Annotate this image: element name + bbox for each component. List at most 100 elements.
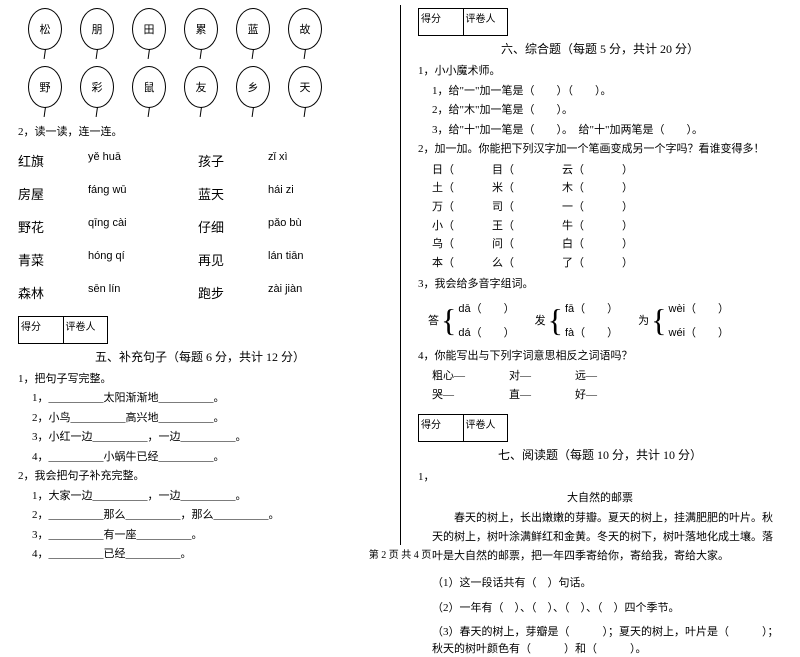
q6-1: 1，小小魔术师。 [418, 63, 782, 80]
balloon: 鼠 [132, 66, 166, 108]
match-cn: 孩子 [198, 151, 268, 170]
balloon: 累 [184, 8, 218, 50]
match-py: pǎo bù [268, 217, 302, 236]
q7-num: 1， [418, 469, 782, 486]
brace-item: fà（ ） [565, 324, 618, 340]
match-cn: 红旗 [18, 151, 88, 170]
q6-4: 4，你能写出与下列字词意思相反之词语吗？ [418, 348, 782, 365]
match-py: zài jiàn [268, 283, 302, 302]
cell: 本（ [432, 254, 492, 273]
cell: 云（ [562, 161, 622, 180]
stroke-grid: 日（目（云（） 土（米（木（） 万（司（一（） 小（王（牛（） 乌（问（白（） … [432, 161, 782, 273]
section-7-title: 七、阅读题（每题 10 分，共计 10 分） [418, 446, 782, 463]
cell: 白（ [562, 235, 622, 254]
q5-1: 1，把句子写完整。 [18, 371, 382, 388]
q5-2-item: 3，__________有一座__________。 [32, 527, 382, 544]
match-py: qīng cài [88, 217, 198, 236]
brace-icon: { [651, 304, 666, 336]
match-cn: 青菜 [18, 250, 88, 269]
brace-label: 答 [428, 312, 439, 328]
cell: ） [622, 179, 692, 198]
match-cn: 森林 [18, 283, 88, 302]
q5-1-item: 3，小红一边__________，一边__________。 [32, 429, 382, 446]
cell: ） [622, 198, 692, 217]
question-2-label: 2，读一读，连一连。 [18, 124, 382, 141]
q6-1-item: 2，给"木"加一笔是（ ）。 [432, 102, 782, 119]
cell: 米（ [492, 179, 562, 198]
match-cn: 野花 [18, 217, 88, 236]
balloon: 松 [28, 8, 62, 50]
balloon-row-2: 野 彩 鼠 友 乡 天 [28, 66, 382, 108]
balloon: 天 [288, 66, 322, 108]
balloon: 友 [184, 66, 218, 108]
q5-1-item: 2，小鸟__________高兴地__________。 [32, 410, 382, 427]
cell: ） [622, 254, 692, 273]
score-box: 得分 评卷人 [18, 316, 108, 344]
match-cn: 再见 [198, 250, 268, 269]
cell: 万（ [432, 198, 492, 217]
q6-1-item: 1，给"一"加一笔是（ ）（ ）。 [432, 83, 782, 100]
balloon: 彩 [80, 66, 114, 108]
score-label: 得分 [19, 317, 64, 343]
cell: ） [622, 235, 692, 254]
balloon-row-1: 松 朋 田 累 蓝 故 [28, 8, 382, 50]
match-row: 野花qīng cài仔细pǎo bù [18, 217, 382, 236]
match-py: hái zi [268, 184, 294, 203]
brace-icon: { [441, 304, 456, 336]
balloon: 乡 [236, 66, 270, 108]
match-cn: 跑步 [198, 283, 268, 302]
q5-2: 2，我会把句子补充完整。 [18, 468, 382, 485]
match-cn: 仔细 [198, 217, 268, 236]
brace-label: 为 [638, 312, 649, 328]
match-py: lán tiān [268, 250, 303, 269]
score-box: 得分 评卷人 [418, 414, 508, 442]
cell: 王（ [492, 217, 562, 236]
section-5-title: 五、补充句子（每题 6 分，共计 12 分） [18, 348, 382, 365]
brace-item: wéi（ ） [669, 324, 730, 340]
brace-item: wèi（ ） [669, 300, 730, 316]
match-row: 森林sēn lín跑步zài jiàn [18, 283, 382, 302]
brace-item: dā（ ） [458, 300, 514, 316]
balloon: 故 [288, 8, 322, 50]
match-row: 青菜hóng qí再见lán tiān [18, 250, 382, 269]
cell: ） [622, 217, 692, 236]
cell: 日（ [432, 161, 492, 180]
cell: 目（ [492, 161, 562, 180]
match-cn: 蓝天 [198, 184, 268, 203]
q5-2-item: 1，大家一边__________，一边__________。 [32, 488, 382, 505]
cell: 木（ [562, 179, 622, 198]
cell: 了（ [562, 254, 622, 273]
brace-icon: { [548, 304, 563, 336]
cell: 乌（ [432, 235, 492, 254]
cell: ） [622, 161, 692, 180]
reading-title: 大自然的邮票 [418, 489, 782, 505]
match-row: 红旗yě huā孩子zǐ xì [18, 151, 382, 170]
cell: 问（ [492, 235, 562, 254]
match-table: 红旗yě huā孩子zǐ xì 房屋fáng wū蓝天hái zi 野花qīng… [18, 151, 382, 302]
polyphone-row: 答{dā（ ）dá（ ） 发{fā（ ）fà（ ） 为{wèi（ ）wéi（ ） [428, 300, 782, 340]
cell: 牛（ [562, 217, 622, 236]
page-footer: 第 2 页 共 4 页 [0, 546, 800, 561]
match-row: 房屋fáng wū蓝天hái zi [18, 184, 382, 203]
cell: 么（ [492, 254, 562, 273]
score-label: 得分 [419, 9, 464, 35]
q6-4-item: 粗心— 对— 远— [432, 368, 782, 385]
match-py: yě huā [88, 151, 198, 170]
match-py: fáng wū [88, 184, 198, 203]
brace-item: fā（ ） [565, 300, 618, 316]
q6-3: 3，我会给多音字组词。 [418, 276, 782, 293]
cell: 一（ [562, 198, 622, 217]
match-py: hóng qí [88, 250, 198, 269]
cell: 司（ [492, 198, 562, 217]
match-py: zǐ xì [268, 151, 288, 170]
left-column: 松 朋 田 累 蓝 故 野 彩 鼠 友 乡 天 2，读一读，连一连。 红旗yě … [0, 0, 400, 545]
q5-2-item: 2，__________那么__________，那么__________。 [32, 507, 382, 524]
q6-2: 2，加一加。你能把下列汉字加一个笔画变成另一个字吗？看谁变得多！ [418, 141, 782, 158]
reading-q3: （3）春天的树上，芽瓣是（ ）；夏天的树上，叶片是（ ）；秋天的树叶颜色有（ ）… [432, 624, 782, 657]
right-column: 得分 评卷人 六、综合题（每题 5 分，共计 20 分） 1，小小魔术师。 1，… [400, 0, 800, 545]
score-box: 得分 评卷人 [418, 8, 508, 36]
cell: 小（ [432, 217, 492, 236]
reading-q2: （2）一年有（ ）、（ ）、（ ）、（ ）四个季节。 [432, 600, 782, 617]
q5-1-item: 1，__________太阳渐渐地__________。 [32, 390, 382, 407]
reading-q1: （1）这一段话共有（ ）句话。 [432, 575, 782, 592]
